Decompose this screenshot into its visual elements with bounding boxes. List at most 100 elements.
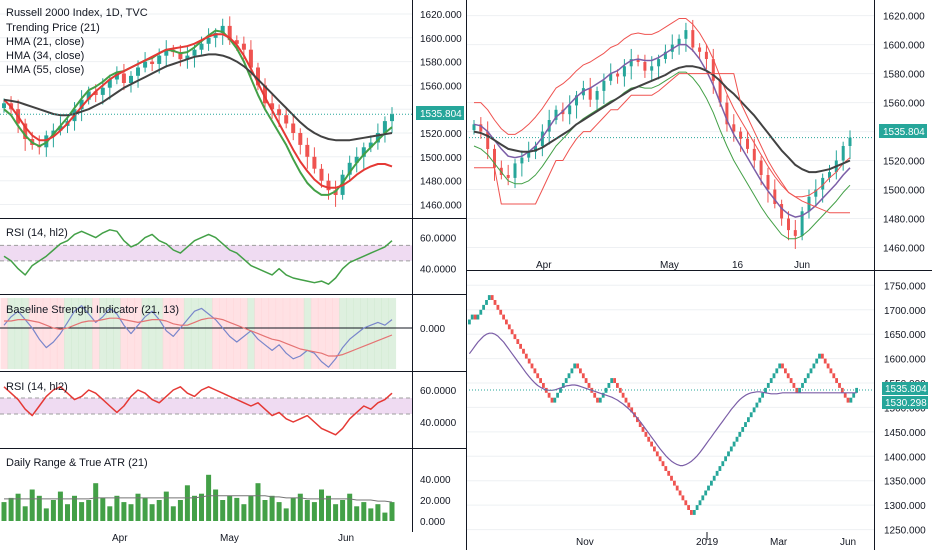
atr-bar [206, 474, 212, 521]
right-candle-body [513, 163, 517, 178]
right-candle-body [629, 59, 633, 67]
baseline-pane[interactable]: 0.000 Baseline Strength Indicator (21, 1… [0, 298, 445, 369]
renko-time-label-1: 2019 [696, 537, 719, 548]
renko-time-label-2: Mar [770, 537, 788, 548]
baseline-bg-band [176, 298, 185, 369]
right-candle-body [828, 172, 831, 178]
renko-brick [598, 397, 602, 403]
left-candle-body [241, 43, 246, 50]
baseline-axis: 0.000 [420, 324, 445, 335]
renko-brick [479, 309, 483, 315]
right-last-price-box [879, 124, 927, 138]
renko-brick [587, 383, 591, 388]
left-candle-body [263, 85, 267, 104]
rsi-pane-2[interactable]: 60.0000 40.0000 RSI (14, hl2) [0, 381, 457, 436]
left-candle-body [333, 190, 338, 195]
left-candle-body [234, 40, 239, 44]
atr-bar [283, 508, 289, 521]
renko-brick [607, 383, 611, 388]
renko-brick [516, 339, 520, 344]
left-candle-body [157, 55, 162, 64]
baseline-bg-band [14, 298, 23, 369]
renko-brick [778, 363, 782, 369]
renko-brick [821, 353, 824, 359]
left-candle-body [121, 73, 126, 83]
renko-brick [604, 387, 608, 393]
renko-brick [838, 383, 841, 388]
baseline-bg-band [282, 298, 291, 369]
atr-bar [177, 500, 183, 521]
baseline-bg-band [367, 298, 375, 369]
baseline-bg-band [49, 298, 58, 369]
baseline-bg-band [134, 298, 143, 369]
right-time-label-0: Apr [536, 260, 552, 271]
renko-brick [550, 397, 554, 403]
renko-brick [758, 397, 762, 403]
left-candle-body [382, 121, 387, 133]
renko-brick [766, 383, 770, 388]
atr-bar [297, 493, 303, 521]
rsi-2-title: RSI (14, hl2) [6, 381, 68, 393]
right-price-pane[interactable]: 1620.0001600.0001580.0001560.0001540.000… [466, 12, 927, 271]
rsi-1-tick-1: 40.0000 [420, 265, 457, 276]
renko-brick [692, 510, 696, 515]
right-price-tick-7: 1480.000 [883, 215, 925, 226]
left-last-price-tag: 1535.804 [416, 106, 464, 120]
renko-brick [784, 368, 787, 374]
left-price-tick-2: 1580.000 [420, 58, 462, 69]
renko-tick-6: 1450.000 [884, 428, 926, 439]
atr-bar [93, 483, 99, 521]
right-candle-body [759, 160, 763, 175]
renko-brick [647, 436, 651, 442]
legend-hma-34: HMA (34, close) [6, 50, 84, 62]
renko-tick-9: 1300.000 [884, 501, 926, 512]
atr-bar [347, 493, 353, 521]
left-hma55-line [3, 53, 393, 142]
renko-brick [667, 470, 671, 476]
renko-brick [559, 387, 562, 393]
left-price-tick-3: 1560.000 [420, 81, 462, 92]
atr-tick-1: 20.000 [420, 496, 451, 507]
atr-bar [241, 504, 247, 521]
baseline-bg-band [374, 298, 382, 369]
right-candle-body [663, 51, 667, 59]
left-last-price-box [416, 106, 464, 120]
rsi-pane-1[interactable]: 60.0000 40.0000 RSI (14, hl2) [0, 227, 457, 285]
atr-bar [128, 504, 134, 521]
baseline-bg-band [275, 298, 284, 369]
atr-tick-2: 0.000 [420, 517, 445, 528]
left-price-pane[interactable]: 1620.0001600.0001580.0001560.0001540.000… [0, 7, 464, 212]
renko-brick [536, 373, 540, 379]
baseline-bg-band [42, 298, 51, 369]
right-candle-body [486, 131, 490, 149]
baseline-bg-band [247, 298, 255, 369]
renko-brick [553, 397, 557, 403]
renko-pane[interactable]: 1750.0001700.0001650.0001600.0001550.000… [466, 281, 928, 548]
renko-brick [650, 441, 653, 447]
rsi-1-plot [0, 229, 412, 285]
right-time-label-1: May [660, 260, 679, 271]
renko-ma-label: 1530.298 [885, 398, 927, 409]
atr-pane[interactable]: 40.000 20.000 0.000 Daily Range & True ATR… [1, 457, 452, 528]
renko-brick [513, 334, 517, 340]
renko-tick-7: 1400.000 [884, 452, 926, 463]
atr-bar [22, 506, 28, 521]
baseline-signal-line [4, 317, 393, 357]
right-candle-body [506, 175, 510, 178]
right-candle-body [657, 59, 661, 67]
renko-brick [618, 387, 622, 393]
left-candle-body [227, 25, 232, 41]
renko-brick [772, 373, 776, 379]
right-price-tick-1: 1600.000 [883, 41, 925, 52]
atr-bar [121, 502, 127, 521]
renko-time-label-3: Jun [840, 537, 856, 548]
left-price-tick-7: 1480.000 [420, 177, 462, 188]
left-candle-body [347, 162, 352, 175]
right-last-price-tag: 1535.804 [879, 124, 927, 138]
rsi-2-band [0, 398, 412, 414]
baseline-bg-band [64, 298, 72, 369]
atr-bar [319, 489, 324, 521]
renko-brick [687, 505, 690, 510]
baseline-bg-band [106, 298, 114, 369]
atr-bar [382, 512, 388, 521]
